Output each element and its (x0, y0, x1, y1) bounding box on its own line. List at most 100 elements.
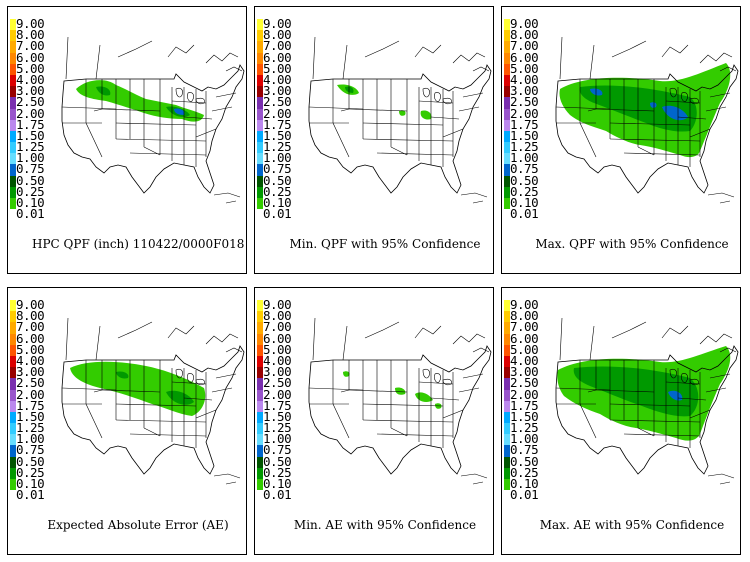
legend-label: 0.10 (16, 195, 45, 210)
legend-entry: 0.01 (10, 206, 56, 222)
legend-entry: 1.75 (504, 399, 550, 412)
canada-boundary (699, 333, 737, 353)
legend-label: 9.00 (510, 297, 539, 312)
precip-region (650, 102, 657, 108)
state-boundary (442, 128, 464, 138)
legend-label: 0.01 (16, 206, 45, 222)
legend-entry: 7.00 (257, 321, 303, 334)
great-lake (175, 87, 183, 98)
us-precip-map (555, 36, 739, 204)
legend-swatch (257, 378, 263, 390)
legend-swatch (10, 344, 16, 356)
legend-entry: 0.75 (504, 161, 550, 177)
legend-label: 5.00 (263, 60, 292, 76)
legend-swatch (504, 175, 510, 187)
legend-label: 2.00 (16, 105, 45, 121)
legend-entry: 1.50 (10, 410, 56, 424)
legend-swatch (504, 130, 510, 143)
legend-entry: 0.25 (504, 466, 550, 479)
legend-entry: 2.00 (10, 105, 56, 121)
legend-swatch (257, 344, 263, 356)
state-boundary (211, 106, 233, 112)
state-boundary (579, 403, 597, 439)
legend-swatch (10, 400, 16, 412)
legend-label: 5.00 (16, 60, 45, 76)
state-boundary (462, 373, 484, 379)
legend-entry: 1.75 (504, 118, 550, 131)
legend-label: 2.00 (263, 386, 292, 402)
legend-label: 1.75 (263, 116, 292, 132)
legend-entry: 1.50 (504, 127, 550, 143)
legend-label: 5.00 (510, 60, 539, 76)
precip-region (415, 392, 433, 402)
legend-swatch (504, 41, 510, 53)
legend-label: 0.75 (510, 161, 539, 177)
legend-swatch (257, 467, 263, 479)
legend-swatch (10, 367, 16, 379)
legend-entry: 8.00 (504, 309, 550, 323)
legend-swatch (10, 322, 16, 334)
legend-entry: 2.50 (257, 377, 303, 390)
legend-swatch (10, 175, 16, 187)
legend-swatch (257, 198, 263, 210)
legend-label: 1.25 (510, 420, 539, 436)
legend-entry: 5.00 (10, 60, 56, 76)
legend-entry: 1.00 (257, 150, 303, 166)
state-boundary (61, 387, 117, 391)
state-boundary (362, 403, 444, 407)
precip-region (96, 86, 111, 96)
legend-entry: 1.00 (10, 152, 56, 165)
legend-label: 1.00 (16, 431, 45, 447)
state-boundary (348, 389, 408, 393)
legend-label: 0.10 (16, 476, 45, 491)
legend-entry: 0.50 (504, 455, 550, 468)
legend-label: 1.50 (510, 127, 539, 143)
legend-label: 1.75 (16, 397, 45, 413)
panel-caption: HPC QPF (inch) 110422/0000F018 (32, 237, 245, 251)
legend-label: 0.10 (263, 476, 292, 491)
legend-label: 1.25 (16, 139, 45, 155)
legend-swatch (10, 333, 16, 345)
canada-boundary (559, 317, 689, 361)
state-boundary (61, 106, 117, 110)
state-boundary (215, 92, 237, 98)
legend-entry: 1.00 (257, 433, 303, 446)
legend-entry: 1.75 (10, 118, 56, 131)
legend-label: 1.00 (510, 150, 539, 166)
us-precip-map (61, 36, 245, 204)
legend-entry: 0.10 (10, 476, 56, 491)
legend-label: 1.00 (263, 150, 292, 166)
precip-region (174, 108, 185, 115)
legend-swatch (504, 52, 510, 64)
state-boundary (665, 100, 701, 104)
legend-entry: 4.00 (10, 354, 56, 368)
legend-label: 2.00 (510, 386, 539, 402)
legend-swatch (10, 434, 16, 446)
legend-label: 1.25 (16, 420, 45, 436)
legend-entry: 3.00 (10, 365, 56, 379)
legend-swatch (257, 74, 263, 87)
legend-label: 2.00 (263, 105, 292, 121)
us-precip-map (61, 317, 245, 485)
legend-entry: 0.10 (10, 195, 56, 210)
legend-swatch (257, 153, 263, 165)
state-boundary (171, 381, 207, 385)
legend-label: 0.50 (510, 172, 539, 188)
legend-label: 0.50 (16, 172, 45, 188)
legend-swatch (257, 367, 263, 379)
legend-swatch (504, 63, 510, 75)
state-boundary (418, 100, 454, 104)
precip-region (399, 110, 406, 116)
state-boundary (85, 122, 103, 158)
legend-label: 9.00 (16, 16, 45, 31)
legend-label: 6.00 (16, 330, 45, 346)
state-boundary (340, 79, 350, 112)
great-lake (669, 87, 677, 98)
legend-swatch (504, 434, 510, 446)
legend-label: 3.00 (263, 364, 292, 380)
legend-swatch (504, 400, 510, 412)
precip-region (70, 361, 206, 416)
legend-swatch (257, 434, 263, 446)
precip-region (343, 371, 350, 377)
legend-entry: 1.00 (504, 433, 550, 446)
